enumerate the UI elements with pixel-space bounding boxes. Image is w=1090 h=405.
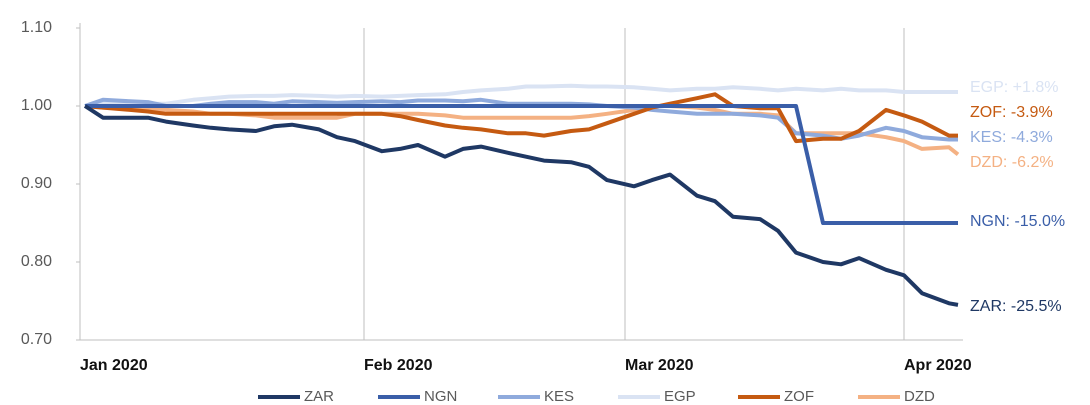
- legend-label: KES: [544, 388, 574, 405]
- series-line: [84, 92, 958, 144]
- legend-label: NGN: [424, 388, 457, 405]
- legend-label: DZD: [904, 388, 935, 405]
- series-line: [83, 104, 959, 307]
- y-tick-label: 0.70: [21, 331, 52, 348]
- legend-label: EGP: [664, 388, 696, 405]
- end-label: DZD: -6.2%: [970, 154, 1054, 171]
- y-tick-label: 1.10: [21, 19, 52, 36]
- x-tick-label: Mar 2020: [625, 357, 694, 374]
- end-label: EGP: +1.8%: [970, 79, 1059, 96]
- end-label: NGN: -15.0%: [970, 213, 1065, 230]
- end-label: ZOF: -3.9%: [970, 104, 1053, 121]
- x-tick-label: Jan 2020: [80, 357, 148, 374]
- y-tick-label: 0.80: [21, 253, 52, 270]
- series-line: [84, 83, 958, 108]
- end-label: KES: -4.3%: [970, 129, 1053, 146]
- x-tick-label: Feb 2020: [364, 357, 433, 374]
- y-tick-label: 0.90: [21, 175, 52, 192]
- x-tick-label: Apr 2020: [904, 357, 972, 374]
- end-label: ZAR: -25.5%: [970, 298, 1062, 315]
- y-tick-label: 1.00: [21, 97, 52, 114]
- legend-label: ZOF: [784, 388, 814, 405]
- legend-label: ZAR: [304, 388, 334, 405]
- series-line: [84, 97, 958, 142]
- series-line: [85, 104, 958, 225]
